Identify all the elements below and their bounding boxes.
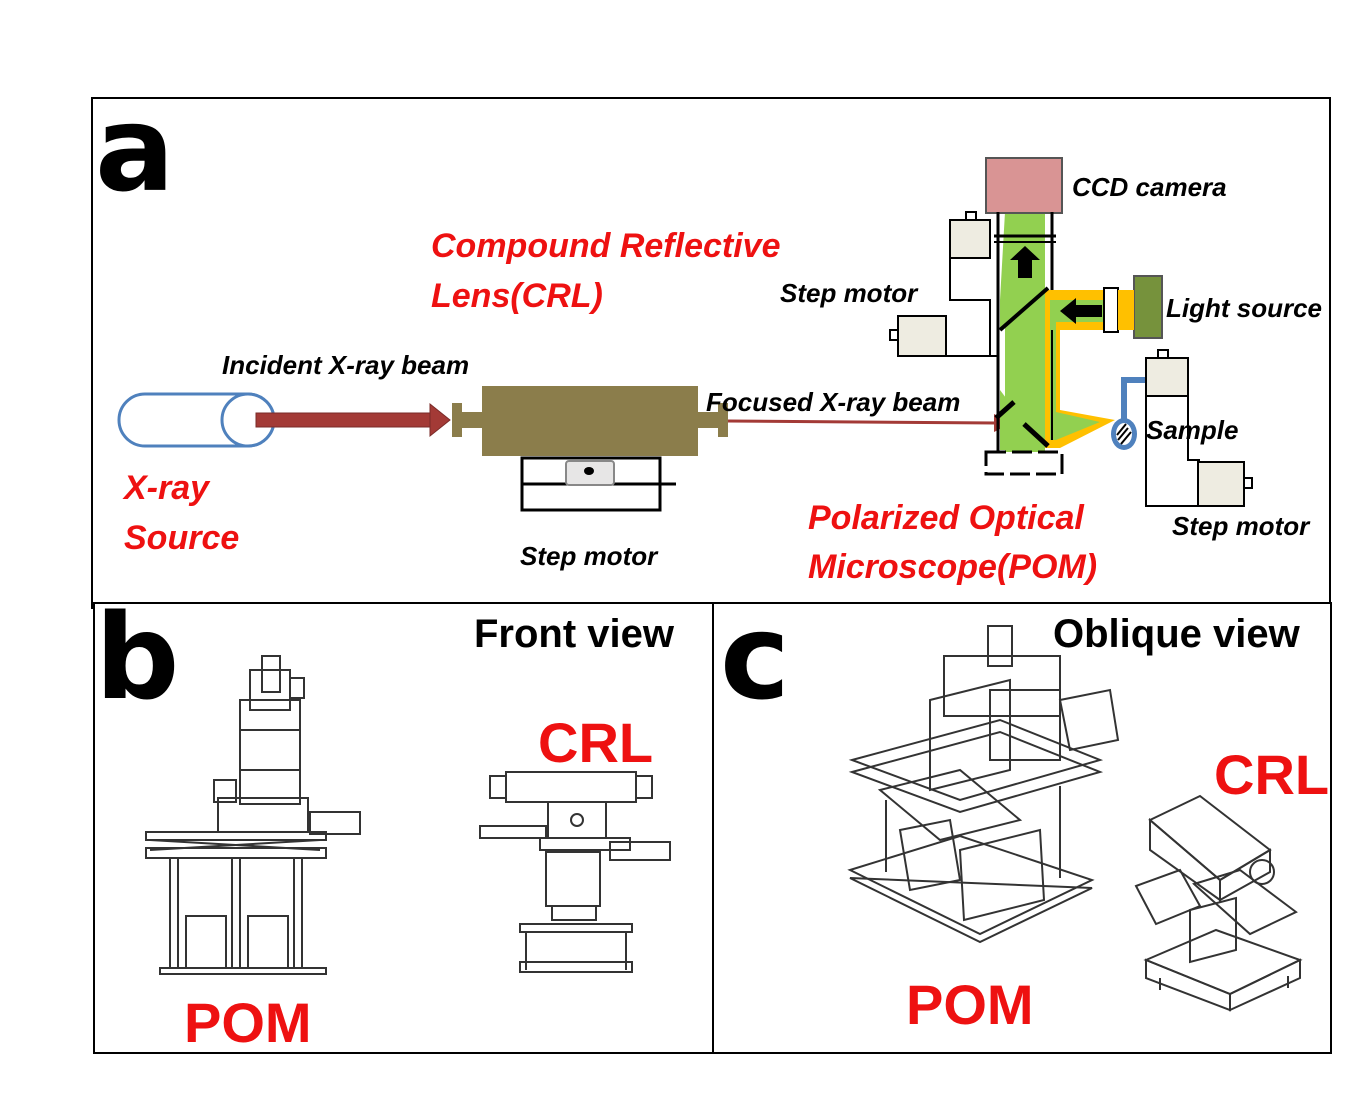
- panel-b-title: Front view: [474, 612, 675, 656]
- panel-c-letter: c: [720, 588, 790, 726]
- crl-label-2: Lens(CRL): [431, 277, 603, 315]
- incident-beam-arrow: [255, 402, 451, 438]
- panel-c-pom-label: POM: [906, 973, 1034, 1036]
- panel-a: [91, 97, 1331, 609]
- panel-b-crl-label: CRL: [538, 711, 654, 774]
- incident-beam-label: Incident X-ray beam: [222, 350, 470, 380]
- crl-label-1: Compound Reflective: [431, 227, 781, 265]
- crl-step-motor-icon: [520, 456, 676, 512]
- panel-c: [712, 602, 1332, 1054]
- sample-label: Sample: [1146, 415, 1239, 445]
- light-source-label: Light source: [1166, 293, 1323, 323]
- pom-label-2: Microscope(POM): [808, 548, 1098, 586]
- panel-c-title: Oblique view: [1053, 612, 1300, 656]
- panel-c-crl-label: CRL: [1214, 743, 1330, 806]
- top-step-motor-label: Step motor: [780, 278, 918, 308]
- panel-b-letter: b: [95, 588, 180, 726]
- ccd-camera-label: CCD camera: [1072, 172, 1227, 202]
- pom-schematic: [889, 157, 1253, 507]
- panel-b: [93, 602, 714, 1054]
- panel-a-letter: a: [95, 80, 175, 218]
- xray-source-icon: [117, 392, 276, 448]
- xray-source-label-1: X-ray: [124, 469, 210, 507]
- crl-step-motor-label: Step motor: [520, 541, 658, 571]
- pom-label-1: Polarized Optical: [808, 499, 1084, 537]
- crl-lens-icon: [452, 386, 728, 456]
- panel-b-pom-label: POM: [184, 991, 312, 1054]
- focused-beam-label: Focused X-ray beam: [706, 387, 961, 417]
- xray-source-label-2: Source: [124, 519, 240, 557]
- sample-step-motor-label: Step motor: [1172, 511, 1310, 541]
